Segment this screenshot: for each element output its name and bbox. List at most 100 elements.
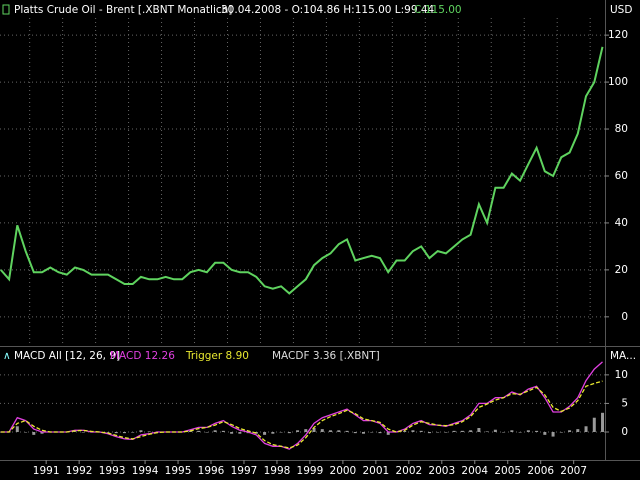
- histogram-bar: [271, 432, 275, 434]
- histogram-bar: [386, 432, 390, 435]
- legend-entry: MACD 12.26: [110, 350, 175, 362]
- histogram-bar: [526, 430, 530, 432]
- histogram-bar: [584, 426, 588, 432]
- x-tick-label: 1994: [132, 465, 159, 477]
- histogram-bar: [147, 431, 151, 432]
- y-axis-label: MA...: [610, 350, 636, 362]
- histogram-bar: [353, 432, 357, 434]
- x-tick-label: 2003: [428, 465, 455, 477]
- y-tick-label: 120: [608, 29, 628, 41]
- x-tick-label: 1997: [231, 465, 258, 477]
- x-tick-label: 2000: [330, 465, 357, 477]
- histogram-bar: [213, 430, 217, 432]
- histogram-bar: [485, 431, 489, 432]
- histogram-bar: [378, 432, 382, 434]
- histogram-bar: [81, 432, 85, 433]
- y-tick-label: 40: [615, 217, 628, 229]
- histogram-bar: [320, 429, 324, 432]
- histogram-bar: [559, 432, 563, 433]
- x-tick-label: 1996: [198, 465, 225, 477]
- histogram-bar: [221, 430, 225, 432]
- histogram-bar: [403, 430, 407, 432]
- histogram-bar: [205, 432, 209, 433]
- histogram-bar: [329, 430, 333, 432]
- histogram-bar: [15, 426, 19, 432]
- histogram-bar: [304, 429, 308, 432]
- histogram-bar: [114, 432, 118, 434]
- y-tick-label: 80: [615, 123, 628, 135]
- histogram-bar: [469, 430, 473, 432]
- y-tick-label: 60: [615, 170, 628, 182]
- histogram-bar: [24, 432, 28, 433]
- histogram-bar: [427, 432, 431, 434]
- histogram-bar: [411, 430, 415, 432]
- histogram-bar: [106, 432, 110, 433]
- chart-title: Platts Crude Oil - Brent [.XBNT Monatlic…: [14, 4, 232, 16]
- histogram-bar: [419, 430, 423, 432]
- histogram-bar: [510, 430, 514, 432]
- indicator-line: [0, 380, 603, 449]
- macd-icon: ∧: [3, 350, 11, 362]
- histogram-bar: [477, 428, 481, 432]
- histogram-bar: [337, 430, 341, 432]
- y-tick-label: 0: [621, 426, 628, 438]
- y-tick-label: 10: [615, 369, 628, 381]
- x-tick-label: 2007: [560, 465, 587, 477]
- histogram-bar: [436, 432, 440, 433]
- histogram-bar: [230, 432, 234, 434]
- x-tick-label: 2001: [362, 465, 389, 477]
- histogram-bar: [518, 432, 522, 433]
- histogram-bar: [238, 432, 242, 434]
- candle-icon: [2, 4, 10, 15]
- histogram-bar: [592, 417, 596, 432]
- x-tick-label: 1995: [165, 465, 192, 477]
- x-tick-label: 2002: [395, 465, 422, 477]
- histogram-bar: [287, 432, 291, 434]
- histogram-bar: [452, 430, 456, 432]
- histogram-bar: [493, 429, 497, 432]
- macd-title: MACD All [12, 26, 9]: [14, 350, 120, 362]
- histogram-bar: [40, 432, 44, 434]
- histogram-bar: [601, 412, 605, 432]
- histogram-bar: [122, 432, 126, 434]
- histogram-bar: [263, 432, 267, 435]
- histogram-bar: [551, 432, 555, 437]
- quote-close: C:115.00: [414, 4, 462, 16]
- histogram-bar: [197, 430, 201, 432]
- histogram-bar: [312, 428, 316, 432]
- x-tick-label: 2006: [527, 465, 554, 477]
- histogram-bar: [543, 432, 547, 435]
- y-axis-label: USD: [610, 4, 632, 16]
- y-tick-label: 20: [615, 264, 628, 276]
- x-tick-label: 1998: [264, 465, 291, 477]
- histogram-bar: [502, 432, 506, 433]
- x-tick-label: 1993: [99, 465, 126, 477]
- histogram-bar: [361, 432, 365, 434]
- price-line: [0, 46, 604, 295]
- y-tick-label: 5: [621, 397, 628, 409]
- y-tick-label: 0: [621, 311, 628, 323]
- histogram-bar: [444, 432, 448, 433]
- histogram-bar: [568, 430, 572, 432]
- histogram-bar: [296, 430, 300, 432]
- x-tick-label: 2005: [494, 465, 521, 477]
- histogram-bar: [279, 432, 283, 433]
- histogram-bar: [460, 430, 464, 432]
- histogram-bar: [32, 432, 36, 435]
- histogram-bar: [370, 432, 374, 433]
- y-tick-label: 100: [608, 76, 628, 88]
- x-tick-label: 1992: [66, 465, 93, 477]
- quote: 30.04.2008 - O:104.86 H:115.00 L:99.44: [221, 4, 435, 16]
- histogram-bar: [576, 429, 580, 432]
- histogram-bar: [131, 432, 135, 433]
- legend-entry: Trigger 8.90: [185, 350, 249, 362]
- histogram-bar: [139, 430, 143, 432]
- x-tick-label: 1991: [33, 465, 60, 477]
- x-tick-label: 2004: [461, 465, 488, 477]
- legend-entry: MACDF 3.36 [.XBNT]: [272, 350, 380, 362]
- histogram-bar: [73, 431, 77, 432]
- histogram-bar: [535, 430, 539, 432]
